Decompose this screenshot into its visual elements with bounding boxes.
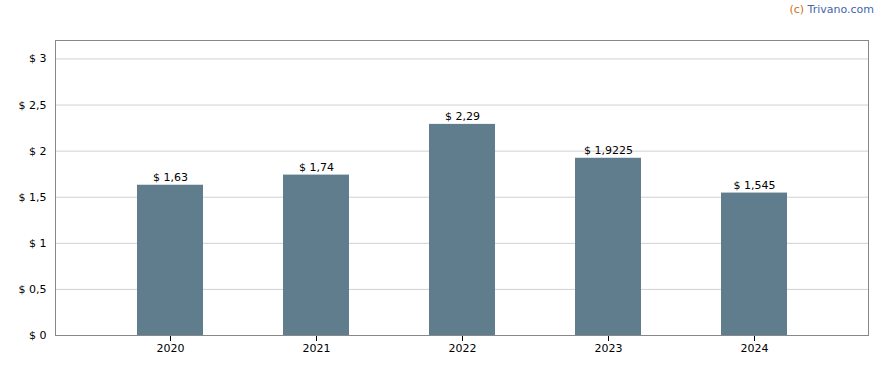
svg-text:$ 2: $ 2 [29, 145, 47, 158]
html-text:(c) Trivano.com: (c) Trivano.com [789, 3, 874, 16]
svg-text:$ 0: $ 0 [29, 329, 47, 342]
svg-text:$ 0,5: $ 0,5 [19, 283, 47, 296]
svg-text:$ 2,29: $ 2,29 [445, 110, 480, 123]
svg-text:2020: 2020 [157, 342, 185, 355]
svg-text:2022: 2022 [449, 342, 477, 355]
svg-text:$ 2,5: $ 2,5 [19, 99, 47, 112]
svg-text:2021: 2021 [303, 342, 331, 355]
svg-text:$ 1,74: $ 1,74 [299, 161, 334, 174]
svg-text:$ 3: $ 3 [29, 52, 47, 65]
svg-text:2024: 2024 [741, 342, 769, 355]
svg-text:$ 1,545: $ 1,545 [734, 179, 776, 192]
svg-text:$ 1: $ 1 [29, 237, 47, 250]
svg-text:$ 1,5: $ 1,5 [19, 191, 47, 204]
svg-text:$ 1,63: $ 1,63 [153, 171, 188, 184]
svg-text:2023: 2023 [595, 342, 623, 355]
svg-text:$ 1,9225: $ 1,9225 [584, 144, 633, 157]
